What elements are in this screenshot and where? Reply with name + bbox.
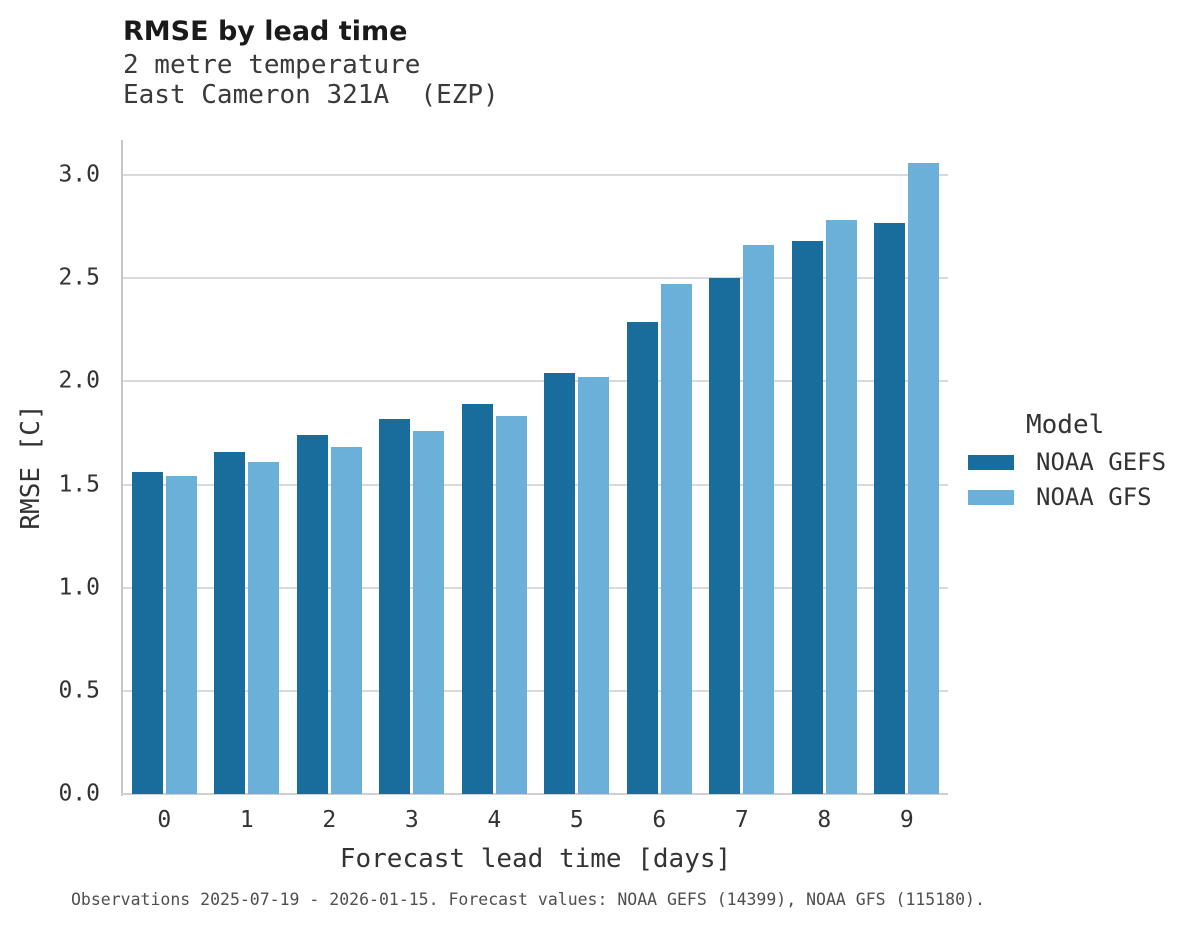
bar-noaa-gfs-day6 <box>660 284 692 794</box>
bar-noaa-gefs-day7 <box>709 278 741 794</box>
chart-subtitle-location: East Cameron 321A (EZP) <box>123 80 499 110</box>
legend-swatch-gfs <box>968 489 1014 505</box>
bar-noaa-gfs-day8 <box>825 220 857 794</box>
bar-noaa-gefs-day8 <box>791 241 823 794</box>
y-tick-label-0.0: 0.0 <box>58 780 100 807</box>
bar-noaa-gefs-day2 <box>296 435 328 794</box>
gridline-y-3.0 <box>123 174 948 177</box>
x-tick-label-2: 2 <box>322 807 337 833</box>
x-tick-label-7: 7 <box>734 807 749 833</box>
x-tick-label-1: 1 <box>239 807 254 833</box>
x-axis-title: Forecast lead time [days] <box>339 844 732 874</box>
x-tick-label-9: 9 <box>899 807 914 833</box>
y-tick-label-2.0: 2.0 <box>58 367 100 394</box>
bar-noaa-gefs-day6 <box>626 321 658 794</box>
x-tick-label-6: 6 <box>652 807 667 833</box>
gridline-y-1.0 <box>123 586 948 589</box>
gridline-y-2.0 <box>123 380 948 383</box>
chart-title: RMSE by lead time <box>123 16 408 47</box>
x-tick-label-8: 8 <box>817 807 832 833</box>
x-tick-label-3: 3 <box>404 807 419 833</box>
bar-noaa-gfs-day1 <box>248 461 280 794</box>
bar-noaa-gfs-day0 <box>165 476 197 794</box>
y-axis-tick-labels: 0.0 0.5 1.0 1.5 2.0 2.5 3.0 <box>0 140 100 805</box>
bar-noaa-gefs-day1 <box>214 451 246 794</box>
gridline-y-2.5 <box>123 277 948 280</box>
gridline-y-1.5 <box>123 483 948 486</box>
y-tick-label-1.5: 1.5 <box>58 471 100 498</box>
x-axis-line <box>121 793 948 795</box>
y-tick-label-3.0: 3.0 <box>58 161 100 188</box>
bar-noaa-gefs-day0 <box>131 472 163 794</box>
y-tick-label-1.0: 1.0 <box>58 574 100 601</box>
gridline-y-0.5 <box>123 689 948 692</box>
chart-subtitle-variable: 2 metre temperature <box>123 50 421 80</box>
plot-area <box>121 140 948 795</box>
bar-noaa-gfs-day3 <box>413 430 445 794</box>
bar-noaa-gfs-day7 <box>743 245 775 794</box>
legend-label-gefs: NOAA GEFS <box>1036 448 1167 476</box>
x-tick-label-0: 0 <box>157 807 172 833</box>
x-tick-label-4: 4 <box>487 807 502 833</box>
x-axis-tick-labels: 0 1 2 3 4 5 6 7 8 9 <box>123 807 948 840</box>
bar-noaa-gefs-day9 <box>874 222 906 794</box>
legend: Model NOAA GEFS NOAA GFS <box>968 410 1166 519</box>
x-tick-label-5: 5 <box>569 807 584 833</box>
bar-noaa-gfs-day9 <box>908 162 940 794</box>
footnote: Observations 2025-07-19 - 2026-01-15. Fo… <box>71 890 985 909</box>
bar-noaa-gefs-day5 <box>544 373 576 794</box>
bar-noaa-gefs-day4 <box>461 404 493 794</box>
bar-noaa-gfs-day4 <box>495 416 527 794</box>
legend-title: Model <box>1026 410 1105 440</box>
y-axis-spine <box>121 140 123 796</box>
legend-label-gfs: NOAA GFS <box>1036 483 1152 511</box>
legend-entry-gefs: NOAA GEFS <box>968 449 1166 475</box>
y-tick-label-0.5: 0.5 <box>58 677 100 704</box>
legend-swatch-gefs <box>968 454 1014 470</box>
bar-noaa-gfs-day2 <box>330 447 362 794</box>
bar-noaa-gfs-day5 <box>578 377 610 794</box>
y-tick-label-2.5: 2.5 <box>58 264 100 291</box>
legend-entry-gfs: NOAA GFS <box>968 484 1166 510</box>
bar-noaa-gefs-day3 <box>379 418 411 794</box>
